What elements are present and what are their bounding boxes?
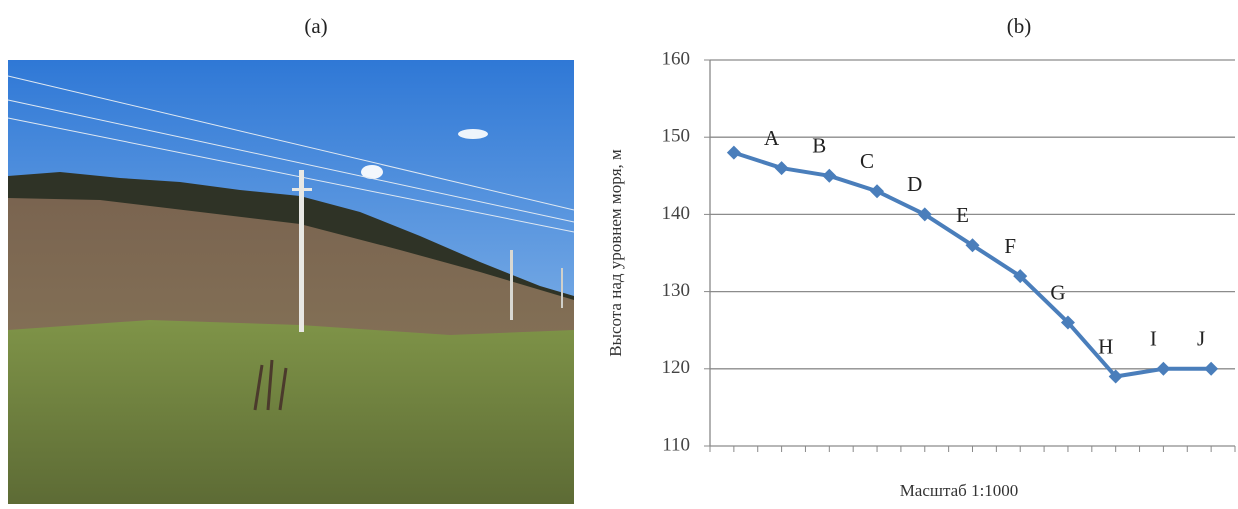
point-label: A <box>764 126 780 150</box>
marker <box>1108 369 1123 384</box>
marker <box>774 161 789 176</box>
y-tick-label: 110 <box>662 434 690 455</box>
marker <box>726 145 741 160</box>
x-axis-label: Масштаб 1:1000 <box>900 481 1019 500</box>
point-label: F <box>1004 234 1016 258</box>
photo <box>7 60 575 504</box>
y-tick-label: 160 <box>662 48 691 69</box>
marker <box>965 238 980 253</box>
point-label: J <box>1197 327 1205 351</box>
point-label: G <box>1050 280 1065 304</box>
point-label: B <box>812 134 826 158</box>
line <box>733 150 1212 379</box>
y-tick-label: 140 <box>662 203 691 224</box>
point-label: H <box>1098 334 1113 358</box>
point-label: E <box>956 203 969 227</box>
y-tick-label: 120 <box>662 357 691 378</box>
marker <box>822 168 837 183</box>
marker <box>1156 361 1171 376</box>
panel-label: (b) <box>1007 14 1032 38</box>
y-tick-label: 130 <box>662 280 691 301</box>
panel-label: (a) <box>304 14 327 38</box>
marker <box>1013 269 1028 284</box>
point-label: D <box>907 172 922 196</box>
point-label: I <box>1150 327 1157 351</box>
marker <box>1060 315 1075 330</box>
marker <box>870 184 885 199</box>
marker <box>917 207 932 222</box>
point-label: C <box>860 149 874 173</box>
y-tick-label: 150 <box>662 126 691 147</box>
marker <box>1204 361 1219 376</box>
y-axis-label: Высота над уровнем моря, м <box>606 149 625 357</box>
